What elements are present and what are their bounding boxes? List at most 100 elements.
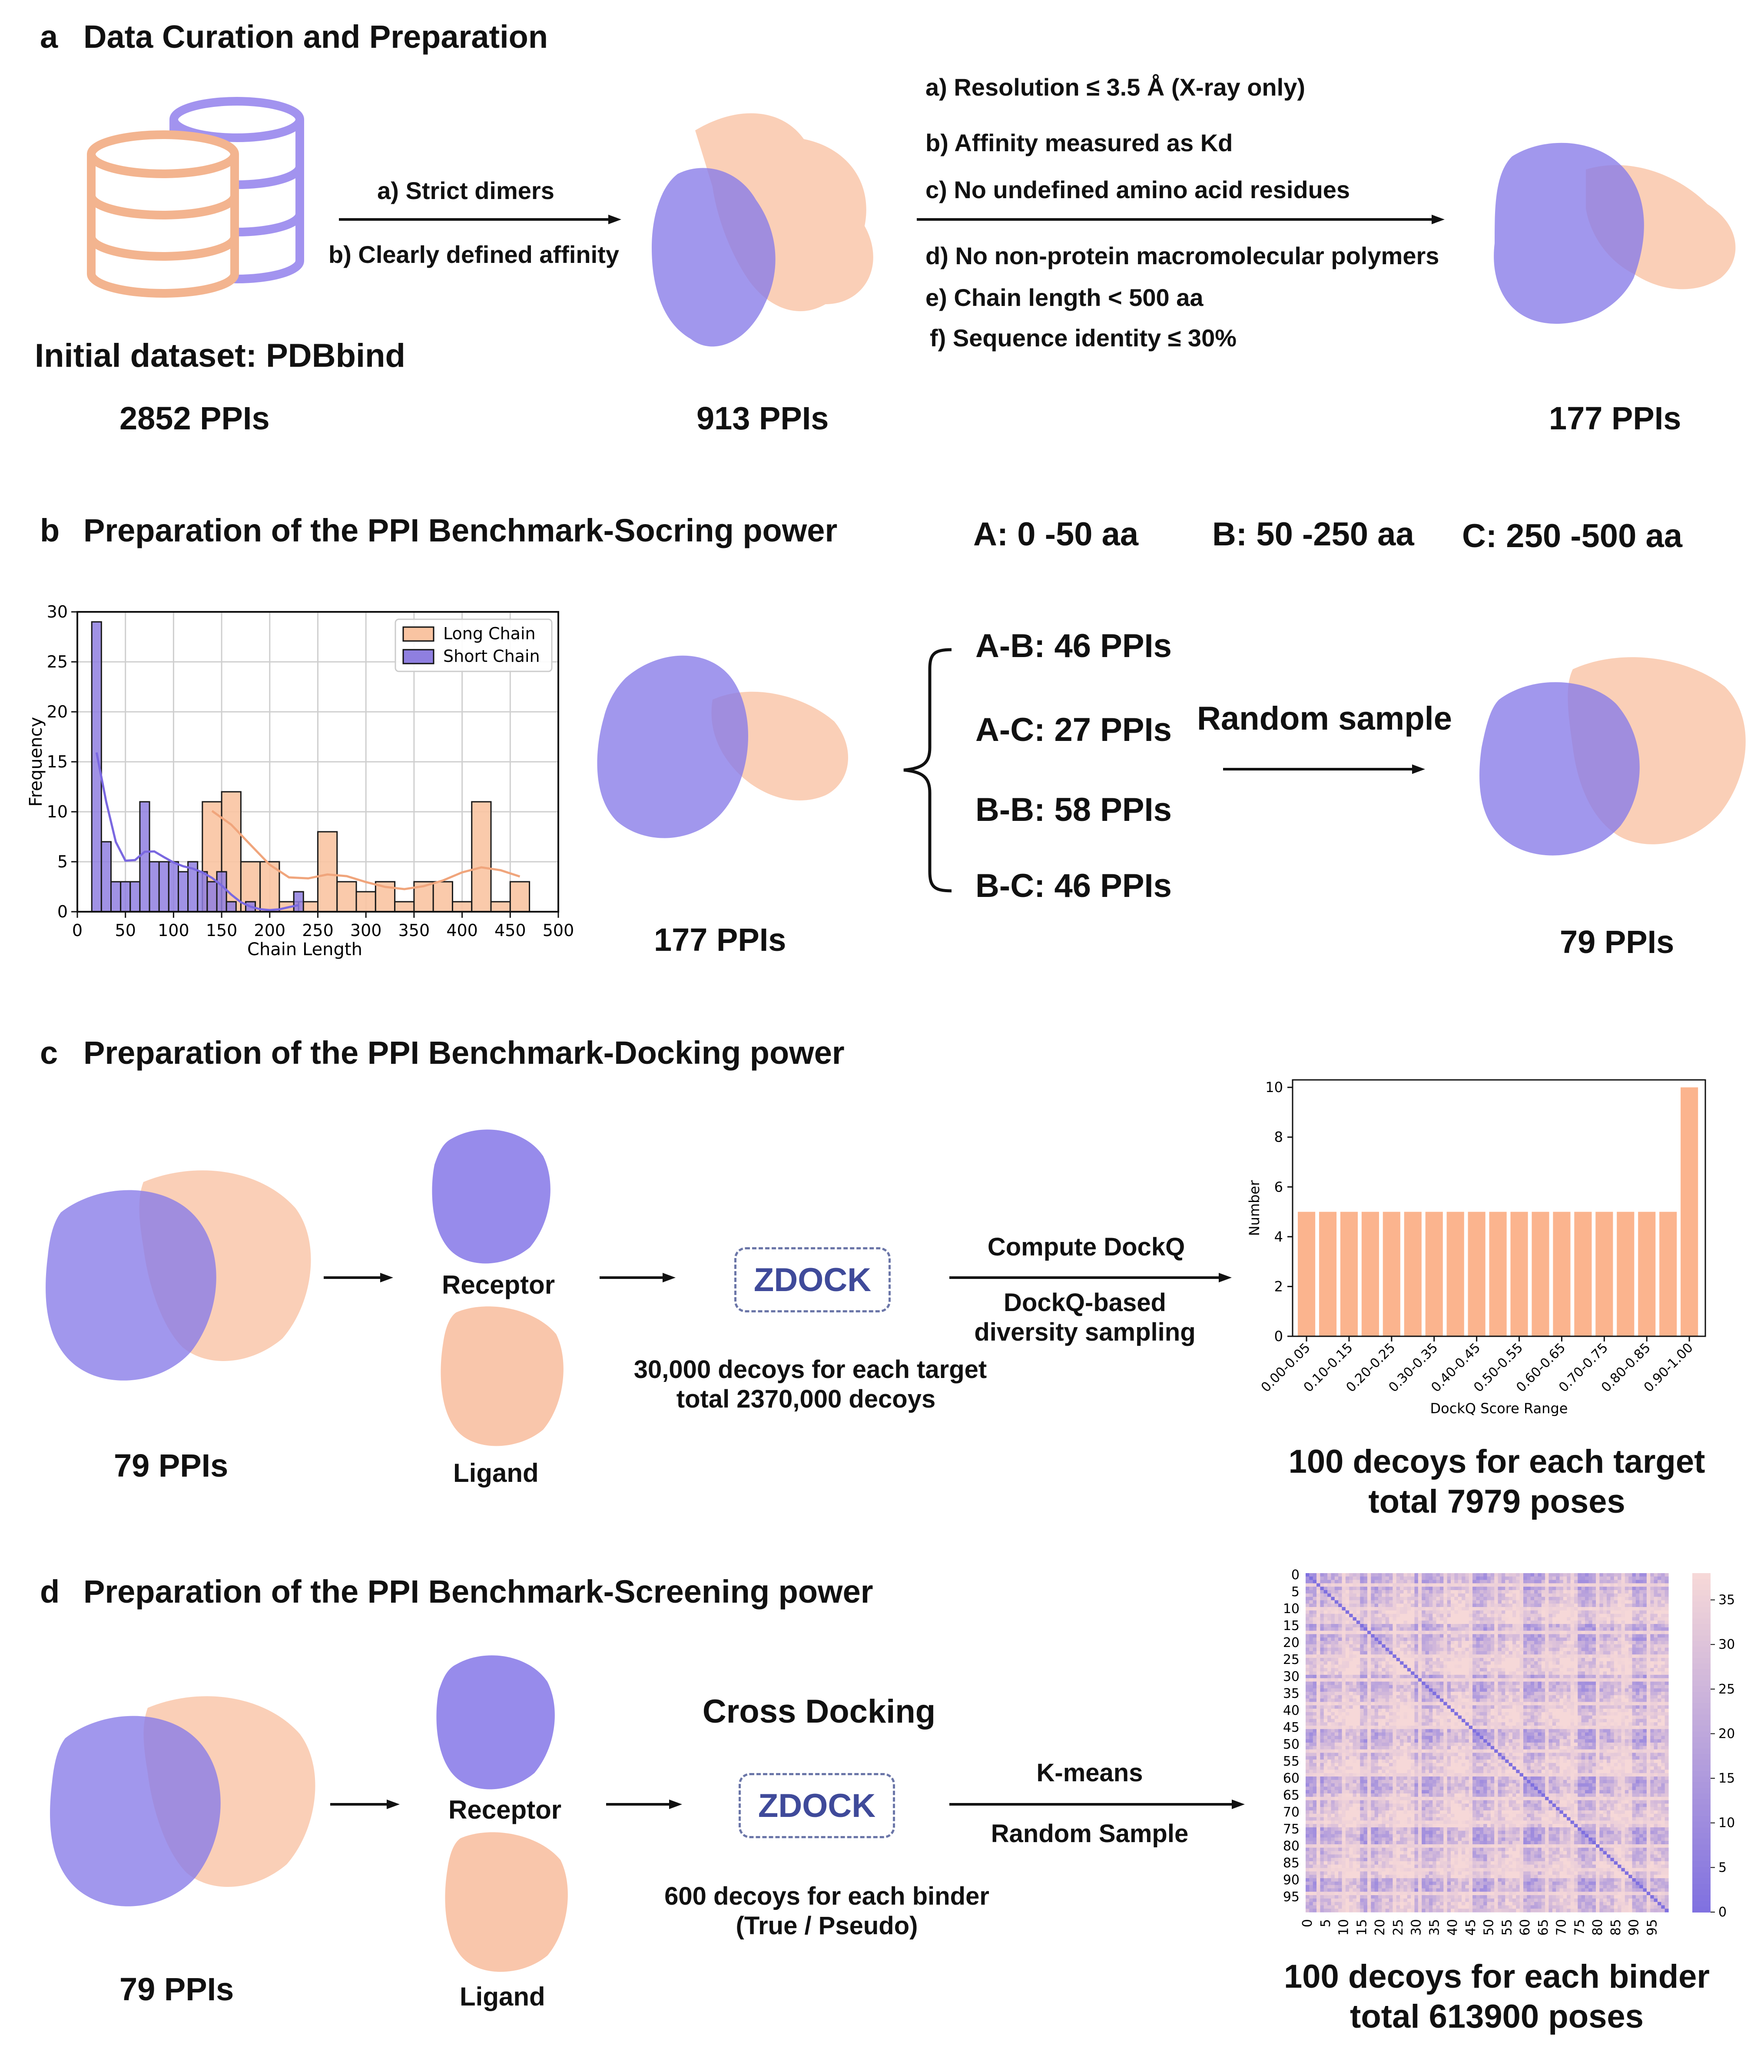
heatmap-cell	[1552, 1658, 1556, 1662]
heatmap-cell	[1367, 1573, 1371, 1577]
heatmap-cell	[1505, 1712, 1509, 1716]
heatmap-cell	[1479, 1604, 1484, 1607]
heatmap-cell	[1607, 1630, 1611, 1634]
heatmap-cell	[1646, 1614, 1651, 1617]
heatmap-cell	[1538, 1617, 1542, 1621]
heatmap-cell	[1469, 1637, 1473, 1641]
heatmap-cell	[1610, 1654, 1615, 1658]
heatmap-cell	[1643, 1658, 1647, 1662]
heatmap-cell	[1519, 1614, 1524, 1617]
heatmap-cell	[1414, 1688, 1419, 1692]
heatmap-cell	[1422, 1600, 1426, 1604]
heatmap-cell	[1382, 1630, 1386, 1634]
heatmap-cell	[1306, 1637, 1310, 1641]
heatmap-cell	[1490, 1604, 1495, 1607]
heatmap-cell	[1407, 1729, 1411, 1733]
heatmap-cell	[1643, 1637, 1647, 1641]
heatmap-cell	[1505, 1607, 1509, 1611]
heatmap-cell	[1541, 1722, 1545, 1726]
heatmap-cell	[1447, 1604, 1451, 1607]
heatmap-cell	[1487, 1597, 1491, 1600]
heatmap-cell	[1599, 1576, 1604, 1581]
heatmap-cell	[1563, 1620, 1567, 1624]
heatmap-cell	[1349, 1692, 1353, 1696]
heatmap-cell	[1494, 1712, 1499, 1716]
heatmap-cell	[1635, 1719, 1640, 1723]
y-tick-label: 20	[47, 702, 68, 721]
heatmap-cell	[1454, 1729, 1459, 1733]
heatmap-cell	[1483, 1573, 1488, 1577]
heatmap-cell	[1661, 1641, 1665, 1645]
heatmap-cell	[1418, 1630, 1422, 1634]
heatmap-cell	[1556, 1719, 1560, 1723]
heatmap-cell	[1661, 1604, 1665, 1607]
heatmap-cell	[1603, 1637, 1607, 1641]
heatmap-cell	[1665, 1593, 1669, 1597]
heatmap-cell	[1523, 1641, 1527, 1645]
heatmap-cell	[1552, 1719, 1556, 1723]
heatmap-cell	[1429, 1583, 1433, 1587]
heatmap-cell	[1534, 1675, 1538, 1679]
heatmap-cell	[1596, 1719, 1600, 1723]
heatmap-cell	[1458, 1698, 1462, 1702]
heatmap-cell	[1353, 1637, 1357, 1641]
heatmap-cell	[1447, 1587, 1451, 1591]
heatmap-cell	[1382, 1698, 1386, 1702]
heatmap-cell	[1646, 1668, 1651, 1672]
heatmap-cell	[1396, 1715, 1400, 1719]
heatmap-cell	[1400, 1593, 1404, 1597]
heatmap-cell	[1349, 1573, 1353, 1577]
heatmap-cell	[1436, 1664, 1440, 1668]
y-tick-label: 10	[47, 802, 68, 821]
heatmap-cell	[1512, 1637, 1516, 1641]
heatmap-cell	[1650, 1637, 1655, 1641]
heatmap-cell	[1479, 1729, 1484, 1733]
heatmap-cell	[1454, 1644, 1459, 1648]
heatmap-cell	[1599, 1732, 1604, 1736]
heatmap-cell	[1363, 1712, 1368, 1716]
heatmap-cell	[1436, 1604, 1440, 1607]
heatmap-cell	[1639, 1729, 1644, 1733]
heatmap-cell	[1607, 1688, 1611, 1692]
heatmap-cell	[1527, 1658, 1531, 1662]
heatmap-cell	[1552, 1641, 1556, 1645]
heatmap-cell	[1509, 1692, 1513, 1696]
heatmap-cell	[1432, 1593, 1437, 1597]
y-tick-label: 10	[1265, 1079, 1283, 1096]
heatmap-cell	[1378, 1607, 1382, 1611]
heatmap-cell	[1494, 1685, 1499, 1689]
heatmap-cell	[1385, 1698, 1389, 1702]
heatmap-cell	[1661, 1726, 1665, 1730]
heatmap-cell	[1527, 1668, 1531, 1672]
heatmap-cell	[1548, 1732, 1553, 1736]
heatmap-cell	[1418, 1590, 1422, 1594]
heatmap-cell	[1548, 1630, 1553, 1634]
heatmap-cell	[1599, 1709, 1604, 1713]
heatmap-cell	[1618, 1604, 1622, 1607]
heatmap-cell	[1610, 1590, 1615, 1594]
heatmap-cell	[1599, 1729, 1604, 1733]
heatmap-cell	[1353, 1705, 1357, 1709]
heatmap-cell	[1439, 1644, 1444, 1648]
heatmap-cell	[1661, 1607, 1665, 1611]
heatmap-cell	[1342, 1583, 1346, 1587]
heatmap-cell	[1501, 1624, 1505, 1628]
heatmap-cell	[1512, 1604, 1516, 1607]
heatmap-cell	[1639, 1726, 1644, 1730]
heatmap-cell	[1512, 1600, 1516, 1604]
heatmap-cell	[1534, 1688, 1538, 1692]
heatmap-cell	[1371, 1587, 1375, 1591]
heatmap-cell	[1306, 1617, 1310, 1621]
heatmap-cell	[1371, 1658, 1375, 1662]
heatmap-cell	[1490, 1712, 1495, 1716]
heatmap-cell	[1498, 1576, 1502, 1581]
heatmap-cell	[1316, 1597, 1320, 1600]
heatmap-cell	[1458, 1641, 1462, 1645]
heatmap-cell	[1382, 1685, 1386, 1689]
heatmap-cell	[1436, 1654, 1440, 1658]
heatmap-cell	[1356, 1675, 1360, 1679]
heatmap-cell	[1331, 1614, 1335, 1617]
heatmap-cell	[1472, 1722, 1477, 1726]
heatmap-cell	[1603, 1641, 1607, 1645]
